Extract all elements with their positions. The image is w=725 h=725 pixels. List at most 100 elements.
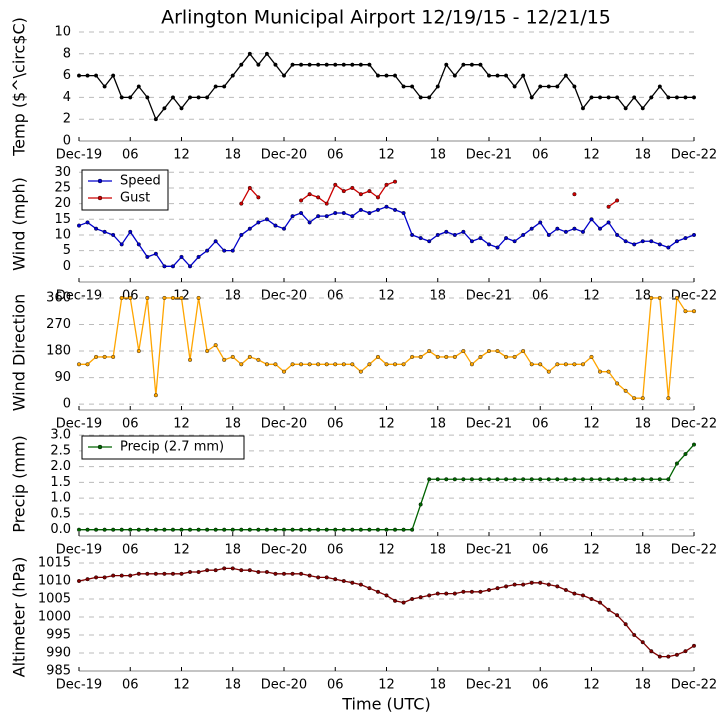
data-point: [504, 354, 509, 359]
data-point: [452, 73, 457, 78]
data-point: [632, 242, 637, 247]
data-point: [273, 62, 278, 67]
data-point: [162, 295, 167, 300]
y-tick-label: 0: [63, 134, 71, 149]
data-point: [461, 477, 466, 482]
data-point: [401, 362, 406, 367]
data-point: [76, 73, 81, 78]
x-tick-label: 12: [378, 678, 395, 693]
data-point: [666, 95, 671, 100]
data-point: [282, 527, 287, 532]
data-point: [410, 354, 415, 359]
x-tick-label: 12: [378, 543, 395, 558]
x-tick-label: Dec-19: [56, 543, 102, 558]
legend-label: Speed: [120, 174, 161, 189]
data-point: [196, 295, 201, 300]
data-point: [632, 633, 637, 638]
data-point: [606, 369, 611, 374]
data-point: [572, 591, 577, 596]
data-point: [264, 527, 269, 532]
data-point: [307, 573, 312, 578]
data-point: [333, 527, 338, 532]
data-point: [487, 588, 492, 593]
data-point: [589, 354, 594, 359]
data-point: [230, 73, 235, 78]
data-point: [188, 95, 193, 100]
data-point: [136, 84, 141, 89]
data-point: [393, 527, 398, 532]
data-point: [205, 568, 210, 573]
data-point: [358, 192, 363, 197]
data-point: [580, 593, 585, 598]
data-point: [76, 362, 81, 367]
data-point: [478, 477, 483, 482]
data-point: [555, 362, 560, 367]
x-tick-label: Dec-20: [261, 289, 307, 304]
data-point: [247, 185, 252, 190]
data-point: [546, 582, 551, 587]
x-tick-label: 18: [634, 678, 651, 693]
data-point: [649, 649, 654, 654]
data-point: [282, 571, 287, 576]
data-point: [427, 349, 432, 354]
data-point: [649, 239, 654, 244]
data-point: [563, 477, 568, 482]
data-point: [256, 220, 261, 225]
data-point: [119, 295, 124, 300]
y-tick-label: 5: [63, 243, 71, 258]
data-point: [410, 597, 415, 602]
data-point: [375, 589, 380, 594]
data-point: [179, 295, 184, 300]
data-point: [324, 214, 329, 219]
data-point: [589, 217, 594, 222]
data-point: [444, 62, 449, 67]
data-point: [606, 477, 611, 482]
x-tick-label: Dec-21: [466, 289, 512, 304]
data-point: [598, 95, 603, 100]
y-tick-label: 2.0: [50, 459, 71, 474]
data-point: [452, 232, 457, 237]
data-point: [469, 62, 474, 67]
data-point: [102, 527, 107, 532]
data-point: [375, 73, 380, 78]
data-point: [128, 295, 133, 300]
x-tick-label: 18: [429, 543, 446, 558]
data-point: [205, 248, 210, 253]
data-point: [111, 573, 116, 578]
data-point: [358, 62, 363, 67]
y-tick-label: 2: [63, 112, 71, 127]
data-point: [469, 477, 474, 482]
data-point: [94, 527, 99, 532]
data-point: [580, 229, 585, 234]
data-point: [367, 527, 372, 532]
data-point: [632, 95, 637, 100]
x-tick-label: 18: [429, 148, 446, 163]
legend-marker: [97, 444, 103, 450]
data-point: [469, 589, 474, 594]
data-point: [632, 396, 637, 401]
x-tick-label: 18: [224, 148, 241, 163]
data-point: [640, 640, 645, 645]
data-point: [666, 396, 671, 401]
y-tick-label: 270: [46, 317, 71, 332]
legend-label: Gust: [120, 191, 150, 206]
data-point: [341, 362, 346, 367]
data-point: [170, 264, 175, 269]
data-point: [444, 229, 449, 234]
data-point: [375, 195, 380, 200]
data-point: [649, 477, 654, 482]
data-point: [367, 362, 372, 367]
y-tick-label: 2.5: [50, 443, 71, 458]
x-tick-label: 12: [173, 417, 190, 432]
data-point: [205, 527, 210, 532]
data-point: [589, 95, 594, 100]
data-point: [358, 207, 363, 212]
data-point: [153, 251, 158, 256]
y-tick-label: 20: [54, 196, 71, 211]
y-tick-label: 1.0: [50, 491, 71, 506]
x-tick-label: Dec-19: [56, 289, 102, 304]
data-point: [85, 577, 90, 582]
data-point: [324, 527, 329, 532]
data-point: [674, 461, 679, 466]
data-point: [461, 589, 466, 594]
